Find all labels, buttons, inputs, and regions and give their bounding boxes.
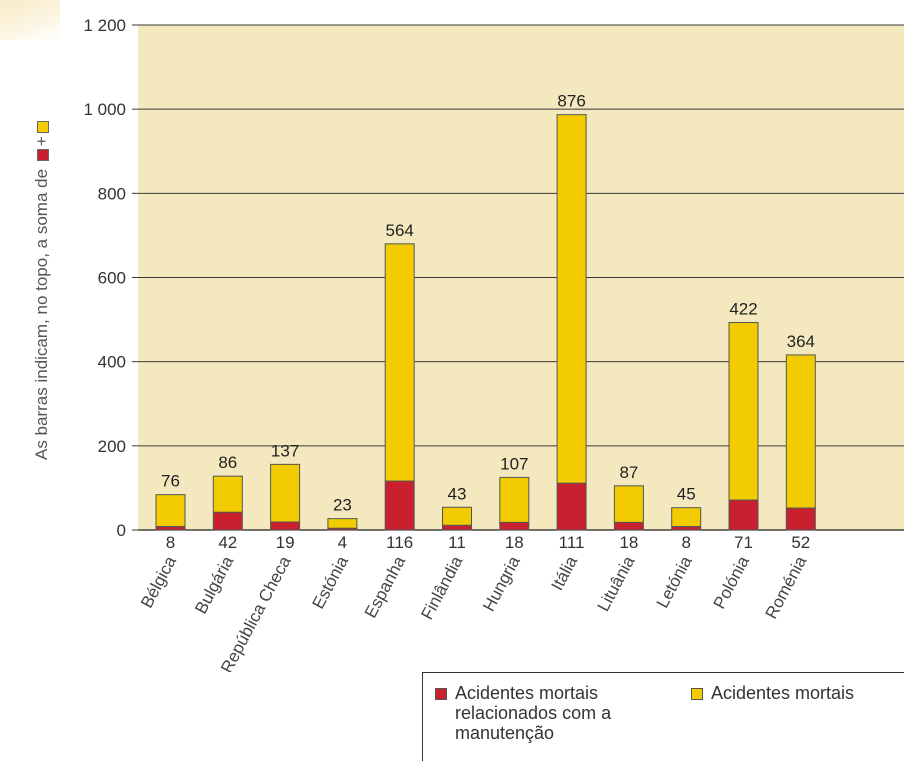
bar-fatal	[728, 322, 759, 501]
bar-fatal	[556, 114, 587, 484]
bar-maintenance	[270, 521, 301, 531]
y-tick-label: 0	[117, 521, 126, 540]
legend-item-maintenance: Acidentes mortais relacionados com a man…	[435, 683, 645, 743]
bar-fatal	[785, 354, 816, 509]
bottom-label: 4	[338, 533, 347, 552]
bar-maintenance	[613, 521, 644, 531]
bars	[155, 114, 816, 531]
bottom-label: 116	[386, 533, 413, 552]
legend-red-swatch	[435, 688, 447, 700]
top-label: 137	[271, 441, 299, 460]
bar-maintenance	[327, 527, 358, 531]
gridlines	[132, 24, 904, 531]
top-label: 23	[333, 496, 352, 515]
top-label: 364	[787, 332, 815, 351]
bar-maintenance	[556, 482, 587, 531]
y-tick-label: 800	[98, 184, 126, 203]
top-label: 107	[500, 454, 528, 473]
top-label: 86	[218, 453, 237, 472]
bar-fatal	[155, 494, 186, 528]
bar-fatal	[499, 476, 530, 523]
category-label: Espanha	[361, 552, 410, 621]
category-label: Finlândia	[417, 552, 466, 622]
y-tick-label: 1 200	[83, 16, 126, 35]
category-label: Roménia	[762, 552, 811, 621]
bar-maintenance	[785, 507, 816, 531]
legend-yellow-label: Acidentes mortais	[711, 683, 855, 703]
corner-decoration	[0, 0, 60, 40]
top-label: 76	[161, 472, 180, 491]
legend-red-label: Acidentes mortais relacionados com a man…	[455, 683, 612, 743]
bar-maintenance	[155, 526, 186, 531]
y-tick-label: 400	[98, 353, 126, 372]
bar-fatal	[270, 463, 301, 523]
category-label: Hungria	[479, 552, 524, 614]
top-label: 564	[386, 221, 414, 240]
category-label: Bulgária	[191, 552, 237, 616]
category-label: Itália	[547, 552, 581, 593]
bottom-label: 71	[734, 533, 753, 552]
bottom-label: 19	[276, 533, 295, 552]
bar-maintenance	[499, 521, 530, 531]
bar-fatal	[384, 243, 415, 482]
category-label: Bélgica	[137, 552, 180, 611]
category-label: Polónia	[710, 552, 754, 611]
y-tick-label: 200	[98, 437, 126, 456]
bar-fatal	[212, 475, 243, 513]
bottom-label: 42	[218, 533, 237, 552]
top-label: 422	[729, 300, 757, 319]
bottom-label: 8	[681, 533, 690, 552]
category-label: Letónia	[653, 552, 696, 611]
legend-yellow-swatch	[691, 688, 703, 700]
top-label: 45	[677, 485, 696, 504]
bar-maintenance	[728, 499, 759, 531]
bottom-label: 52	[791, 533, 810, 552]
bottom-label: 8	[166, 533, 175, 552]
bottom-label: 11	[448, 533, 466, 552]
bottom-label: 18	[505, 533, 524, 552]
bar-maintenance	[671, 526, 702, 531]
top-label: 43	[448, 484, 467, 503]
category-label: Lituânia	[594, 552, 639, 614]
bottom-label: 111	[559, 533, 585, 552]
top-label: 876	[557, 92, 585, 111]
bar-fatal	[442, 506, 472, 526]
legend-item-fatal: Acidentes mortais	[691, 683, 904, 703]
bar-fatal	[613, 485, 644, 523]
bar-maintenance	[384, 480, 415, 531]
top-label: 87	[619, 463, 638, 482]
data-labels: 7688642137192345641164311107188761118718…	[161, 92, 815, 552]
bar-fatal	[327, 518, 358, 529]
y-tick-label: 1 000	[83, 100, 126, 119]
y-axis-ticks: 0 200 400 600 800 1 000 1 200	[83, 16, 126, 540]
legend: Acidentes mortais relacionados com a man…	[422, 672, 904, 761]
y-tick-label: 600	[98, 269, 126, 288]
bottom-label: 18	[619, 533, 638, 552]
bar-maintenance	[212, 511, 243, 531]
bar-maintenance	[442, 524, 472, 531]
bar-fatal	[671, 507, 702, 528]
category-label: Estónia	[309, 552, 353, 611]
